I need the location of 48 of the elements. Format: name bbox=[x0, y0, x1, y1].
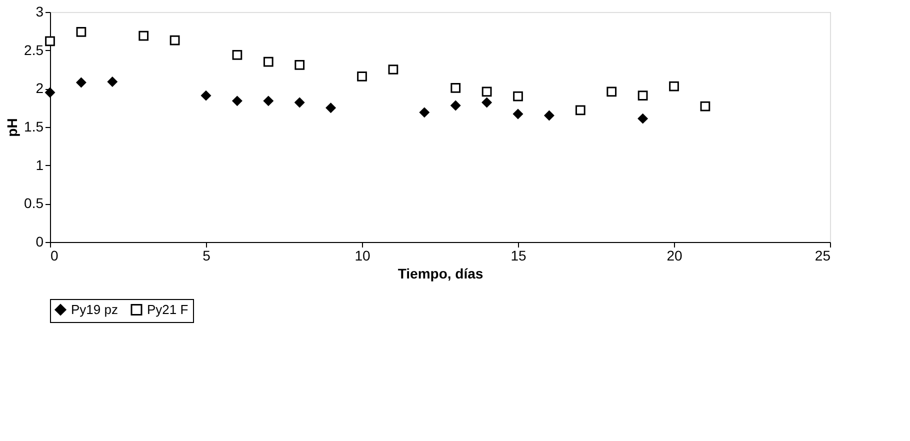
point bbox=[482, 98, 492, 108]
point bbox=[669, 81, 679, 92]
point bbox=[263, 96, 274, 106]
point bbox=[170, 35, 180, 46]
point bbox=[419, 108, 430, 118]
point bbox=[700, 101, 710, 112]
point bbox=[638, 90, 648, 100]
point bbox=[326, 102, 336, 113]
legend-label: Py19 pz bbox=[71, 302, 118, 317]
point bbox=[45, 88, 55, 98]
legend-label: Py21 F bbox=[147, 302, 188, 317]
y-tick-label: 1 bbox=[36, 156, 44, 173]
y-tick-label: 2.5 bbox=[24, 42, 44, 58]
y-tick-label: 0.5 bbox=[24, 195, 44, 212]
y-tick-label: 1.5 bbox=[24, 118, 44, 134]
point bbox=[107, 76, 118, 87]
point bbox=[450, 100, 461, 110]
x-tick-label: 20 bbox=[666, 248, 682, 264]
x-tick-label: 25 bbox=[814, 248, 831, 264]
x-tick-label: 10 bbox=[354, 248, 370, 264]
point bbox=[357, 71, 367, 82]
point bbox=[263, 56, 274, 67]
point bbox=[575, 105, 586, 116]
point bbox=[76, 27, 86, 37]
point bbox=[450, 82, 461, 93]
y-tick-label: 0 bbox=[36, 234, 44, 250]
point bbox=[76, 78, 86, 88]
point bbox=[513, 109, 523, 119]
point bbox=[201, 90, 211, 100]
point bbox=[388, 64, 398, 74]
x-tick-label: 5 bbox=[202, 248, 211, 264]
point bbox=[232, 96, 242, 106]
point bbox=[544, 110, 554, 120]
y-axis-title: pH bbox=[4, 118, 20, 137]
point bbox=[638, 114, 648, 124]
x-tick-label: 0 bbox=[50, 248, 58, 264]
x-axis-title: Tiempo, días bbox=[398, 266, 484, 282]
point bbox=[513, 91, 523, 102]
point bbox=[138, 30, 149, 41]
point bbox=[482, 86, 492, 97]
point bbox=[606, 86, 617, 97]
y-tick-label: 2 bbox=[36, 80, 44, 96]
y-tick-label: 3 bbox=[36, 4, 44, 20]
point bbox=[294, 98, 305, 108]
point bbox=[232, 50, 242, 60]
point bbox=[294, 60, 305, 70]
point bbox=[45, 36, 55, 46]
x-tick-label: 15 bbox=[510, 248, 526, 264]
